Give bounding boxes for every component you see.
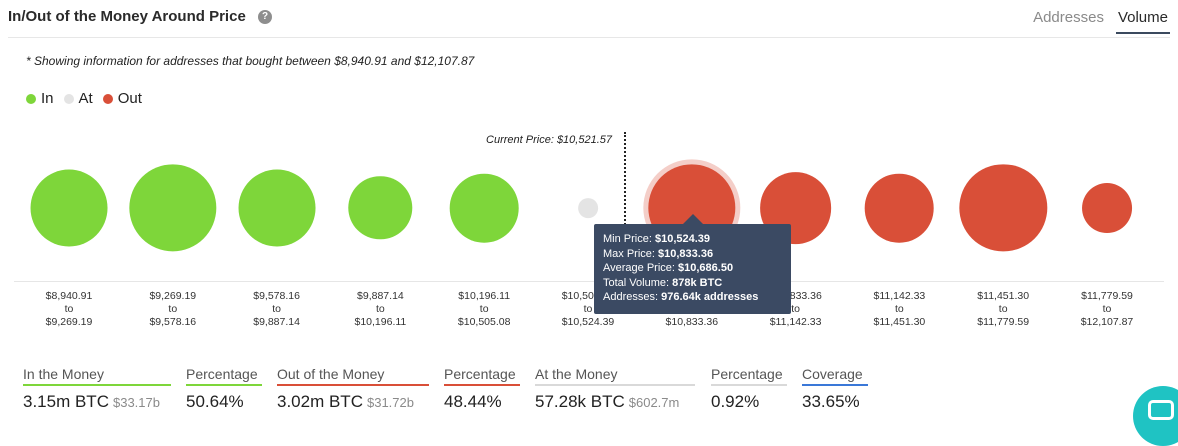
tooltip-row-max: Max Price: $10,833.36: [603, 247, 714, 260]
x-tick-label: $10,196.11 to $10,505.08: [457, 290, 511, 328]
legend-item-in[interactable]: In: [26, 90, 54, 107]
legend-item-at[interactable]: At: [63, 90, 93, 107]
bubble-in[interactable]: [30, 169, 108, 247]
x-axis-line: [14, 281, 1164, 282]
stat-in-money-value: 3.15m BTC $33.17b: [23, 392, 160, 411]
stat-out-percentage-value: 48.44%: [444, 392, 502, 411]
range-note: * Showing information for addresses that…: [26, 54, 475, 68]
legend-swatch-at: [63, 93, 74, 104]
tooltip-pointer: [683, 214, 703, 224]
stat-at-percentage-value: 0.92%: [711, 392, 760, 411]
stat-out-money-label: Out of the Money: [277, 366, 429, 386]
tooltip-row-volume: Total Volume: 878k BTC: [603, 276, 723, 289]
stat-at-money-label: At the Money: [535, 366, 695, 386]
stat-coverage-value: 33.65%: [802, 392, 860, 411]
tooltip-row-avg: Average Price: $10,686.50: [603, 262, 734, 274]
chart-legend: In At Out: [26, 90, 142, 107]
tab-addresses[interactable]: Addresses: [1033, 9, 1104, 26]
tooltip-row-addresses: Addresses: 976.64k addresses: [603, 291, 759, 303]
bubble-in[interactable]: [238, 169, 316, 247]
stat-out-money-value: 3.02m BTC $31.72b: [277, 392, 414, 411]
legend-swatch-in: [26, 93, 36, 104]
current-price-line: [624, 132, 626, 280]
stat-out-percentage-label: Percentage: [444, 366, 520, 386]
tooltip-row-min: Min Price: $10,524.39: [603, 233, 711, 245]
current-price-label: Current Price: $10,521.57: [486, 134, 612, 146]
bubble-out[interactable]: [865, 173, 934, 243]
bubble-at[interactable]: [578, 198, 598, 218]
stat-coverage-label: Coverage: [802, 366, 868, 386]
view-tabs: Addresses Volume: [1031, 8, 1170, 34]
x-tick-label: $9,269.19 to $9,578.16: [149, 290, 197, 328]
stat-at-money-value: 57.28k BTC $602.7m: [535, 392, 680, 411]
x-tick-label: $11,142.33 to $11,451.30: [873, 290, 926, 328]
bubble-tooltip: Min Price: $10,524.39 Max Price: $10,833…: [594, 224, 791, 314]
legend-label-out: Out: [117, 90, 142, 107]
header-divider: [8, 37, 1170, 38]
x-tick-label: $9,887.14 to $10,196.11: [354, 290, 407, 328]
stat-in-percentage-value: 50.64%: [186, 392, 244, 411]
x-tick-label: $11,451.30 to $11,779.59: [977, 290, 1030, 328]
x-tick-label: $11,779.59 to $12,107.87: [1080, 290, 1134, 328]
stat-in-money-label: In the Money: [23, 366, 171, 386]
bubble-out[interactable]: [959, 164, 1047, 252]
legend-label-in: In: [41, 90, 54, 107]
tab-volume[interactable]: Volume: [1115, 8, 1170, 34]
legend-label-at: At: [78, 90, 93, 107]
x-tick-label: $9,578.16 to $9,887.14: [253, 290, 300, 328]
stat-in-percentage-label: Percentage: [186, 366, 262, 386]
bubble-out[interactable]: [1082, 183, 1132, 233]
legend-swatch-out: [102, 93, 113, 104]
bubble-in[interactable]: [449, 173, 519, 243]
bubble-in[interactable]: [129, 164, 217, 252]
chat-icon: [1148, 400, 1174, 420]
x-tick-label: $8,940.91 to $9,269.19: [45, 290, 93, 328]
legend-item-out[interactable]: Out: [102, 90, 142, 107]
stat-at-percentage-label: Percentage: [711, 366, 787, 386]
help-icon[interactable]: ?: [258, 10, 272, 24]
page-title: In/Out of the Money Around Price: [8, 8, 246, 25]
bubble-in[interactable]: [348, 176, 413, 240]
